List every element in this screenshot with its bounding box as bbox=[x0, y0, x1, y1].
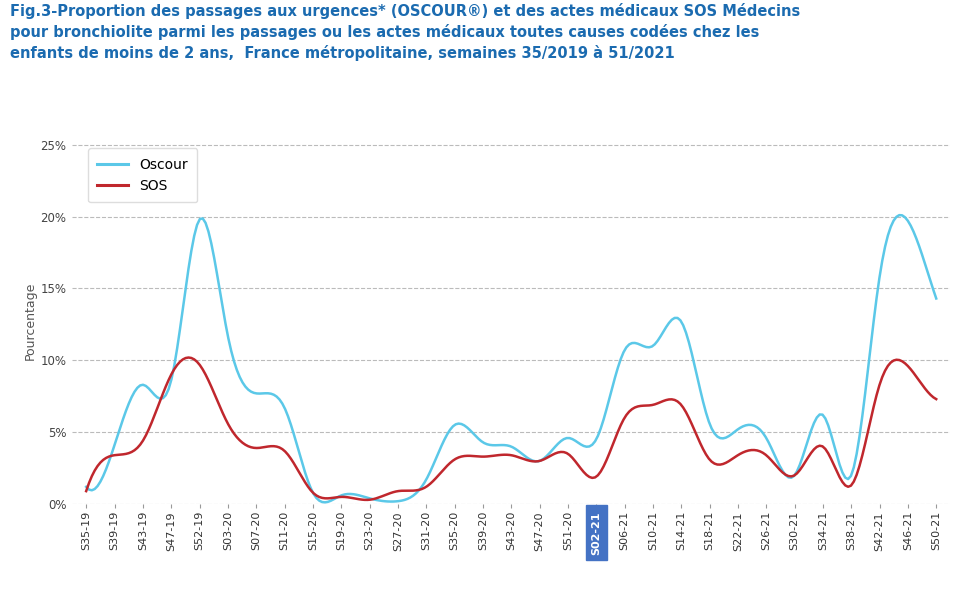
Oscour bbox=[84, 486, 95, 493]
Legend: Oscour, SOS: Oscour, SOS bbox=[87, 148, 198, 202]
SOS bbox=[607, 442, 618, 450]
Oscour bbox=[894, 211, 905, 219]
Text: Fig.3-Proportion des passages aux urgences* (OSCOUR®) et des actes médicaux SOS : Fig.3-Proportion des passages aux urgenc… bbox=[10, 3, 800, 62]
Oscour bbox=[853, 433, 865, 441]
Oscour bbox=[930, 295, 942, 302]
Oscour bbox=[604, 395, 615, 403]
Oscour bbox=[81, 483, 92, 491]
SOS bbox=[930, 395, 942, 403]
Oscour bbox=[587, 441, 598, 448]
SOS bbox=[856, 452, 868, 459]
Y-axis label: Pourcentage: Pourcentage bbox=[23, 282, 36, 360]
SOS bbox=[589, 474, 601, 481]
SOS bbox=[182, 354, 194, 361]
SOS bbox=[84, 479, 95, 486]
SOS bbox=[803, 453, 814, 461]
Oscour bbox=[589, 437, 601, 445]
SOS bbox=[81, 488, 92, 495]
SOS bbox=[362, 496, 373, 503]
Oscour bbox=[320, 499, 331, 506]
Oscour bbox=[800, 444, 811, 452]
Line: SOS: SOS bbox=[86, 357, 936, 500]
SOS bbox=[592, 472, 604, 479]
Line: Oscour: Oscour bbox=[86, 215, 936, 502]
